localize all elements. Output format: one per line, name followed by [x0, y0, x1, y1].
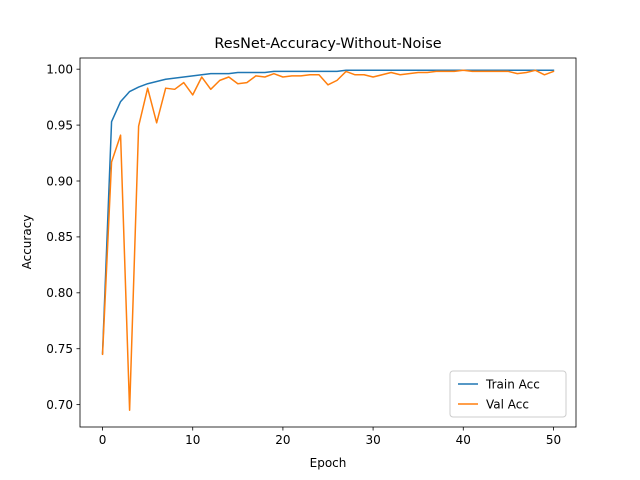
series-layer [101, 69, 555, 411]
legend-box [449, 370, 567, 418]
chart-title: ResNet-Accuracy-Without-Noise [214, 36, 441, 52]
x-axis: 0 10 20 30 40 50 [99, 427, 561, 447]
y-tick-label: 0.90 [46, 174, 73, 188]
legend-label: Val Acc [486, 397, 529, 411]
series-line-train-acc [101, 69, 555, 354]
x-tick-label: 50 [546, 433, 561, 447]
legend: Train Acc Val Acc [449, 370, 567, 418]
y-tick-label: 0.80 [46, 286, 73, 300]
x-tick-label: 0 [99, 433, 107, 447]
x-tick-label: 10 [185, 433, 200, 447]
plot-frame [79, 57, 577, 428]
x-axis-label: Epoch [310, 456, 347, 470]
y-tick-label: 0.70 [46, 398, 73, 412]
x-tick-label: 20 [275, 433, 290, 447]
x-tick-label: 40 [456, 433, 471, 447]
y-tick-label: 1.00 [46, 62, 73, 76]
y-tick-label: 0.75 [46, 342, 73, 356]
legend-label: Train Acc [485, 377, 540, 391]
series-line-val-acc [101, 69, 555, 411]
x-tick-label: 30 [365, 433, 380, 447]
y-tick-label: 0.95 [46, 118, 73, 132]
y-axis: 0.70 0.75 0.80 0.85 0.90 0.95 1.00 [46, 62, 80, 412]
y-axis-label: Accuracy [20, 215, 34, 270]
y-tick-label: 0.85 [46, 230, 73, 244]
